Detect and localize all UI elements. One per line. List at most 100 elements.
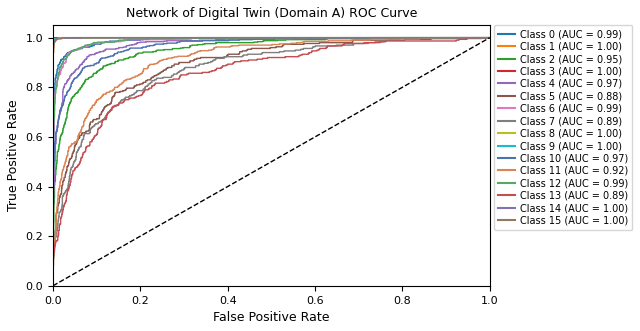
Class 8 (AUC = 1.00) (49, 167, 57, 171)
Class 2 (AUC = 0.95) (70, 94, 78, 98)
Class 15 (AUC = 1.00) (100, 36, 108, 40)
Class 14 (AUC = 1.00) (100, 36, 108, 40)
Line: Class 5 (AUC = 0.88): Class 5 (AUC = 0.88) (53, 38, 490, 286)
Class 10 (AUC = 0.97) (222, 39, 230, 43)
Class 3 (AUC = 1.00) (49, 284, 57, 288)
Class 8 (AUC = 1.00) (486, 36, 493, 40)
Class 6 (AUC = 0.99) (49, 284, 57, 288)
Line: Class 11 (AUC = 0.92): Class 11 (AUC = 0.92) (53, 38, 490, 286)
Class 5 (AUC = 0.88) (175, 61, 183, 65)
Class 1 (AUC = 1.00) (49, 167, 57, 171)
Legend: Class 0 (AUC = 0.99), Class 1 (AUC = 1.00), Class 2 (AUC = 0.95), Class 3 (AUC =: Class 0 (AUC = 0.99), Class 1 (AUC = 1.0… (494, 25, 632, 229)
Class 10 (AUC = 0.97) (49, 168, 57, 172)
Class 13 (AUC = 0.89) (178, 73, 186, 77)
Class 4 (AUC = 0.97) (365, 36, 373, 40)
Class 13 (AUC = 0.89) (259, 57, 266, 61)
Class 0 (AUC = 0.99) (486, 36, 493, 40)
Line: Class 4 (AUC = 0.97): Class 4 (AUC = 0.97) (53, 38, 490, 286)
Class 5 (AUC = 0.88) (186, 59, 194, 63)
Class 14 (AUC = 1.00) (49, 46, 57, 50)
Class 9 (AUC = 1.00) (49, 46, 57, 50)
Class 9 (AUC = 1.00) (486, 36, 493, 40)
Class 0 (AUC = 0.99) (221, 36, 229, 40)
Class 9 (AUC = 1.00) (49, 237, 57, 241)
Class 6 (AUC = 0.99) (486, 36, 493, 40)
Class 10 (AUC = 0.97) (49, 284, 57, 288)
Class 9 (AUC = 1.00) (49, 167, 57, 171)
Class 0 (AUC = 0.99) (49, 237, 57, 241)
Class 8 (AUC = 1.00) (49, 42, 57, 46)
Class 5 (AUC = 0.88) (49, 284, 57, 288)
Line: Class 9 (AUC = 1.00): Class 9 (AUC = 1.00) (53, 38, 490, 286)
Class 5 (AUC = 0.88) (170, 64, 178, 68)
Class 2 (AUC = 0.95) (373, 36, 381, 40)
X-axis label: False Positive Rate: False Positive Rate (213, 311, 330, 324)
Class 5 (AUC = 0.88) (486, 36, 493, 40)
Class 10 (AUC = 0.97) (108, 54, 116, 58)
Class 9 (AUC = 1.00) (64, 36, 72, 40)
Class 11 (AUC = 0.92) (335, 39, 343, 43)
Class 10 (AUC = 0.97) (49, 237, 57, 241)
Y-axis label: True Positive Rate: True Positive Rate (7, 100, 20, 211)
Class 5 (AUC = 0.88) (478, 36, 486, 40)
Class 15 (AUC = 1.00) (49, 284, 57, 288)
Line: Class 13 (AUC = 0.89): Class 13 (AUC = 0.89) (53, 38, 490, 286)
Class 8 (AUC = 1.00) (100, 36, 108, 40)
Class 14 (AUC = 1.00) (49, 42, 57, 46)
Class 2 (AUC = 0.95) (111, 61, 118, 65)
Class 2 (AUC = 0.95) (486, 36, 493, 40)
Class 15 (AUC = 1.00) (49, 167, 57, 171)
Class 11 (AUC = 0.92) (342, 39, 350, 43)
Class 15 (AUC = 1.00) (60, 36, 67, 40)
Class 14 (AUC = 1.00) (486, 36, 493, 40)
Class 11 (AUC = 0.92) (486, 36, 493, 40)
Class 2 (AUC = 0.95) (72, 92, 79, 96)
Class 12 (AUC = 0.99) (221, 36, 229, 40)
Class 12 (AUC = 0.99) (57, 64, 65, 68)
Class 13 (AUC = 0.89) (190, 71, 198, 75)
Class 15 (AUC = 1.00) (50, 43, 58, 47)
Class 13 (AUC = 0.89) (464, 36, 472, 40)
Class 6 (AUC = 0.99) (58, 66, 66, 70)
Class 15 (AUC = 1.00) (221, 36, 229, 40)
Class 12 (AUC = 0.99) (49, 284, 57, 288)
Class 7 (AUC = 0.89) (486, 36, 493, 40)
Class 7 (AUC = 0.89) (188, 66, 196, 70)
Class 14 (AUC = 1.00) (77, 36, 85, 40)
Class 12 (AUC = 0.99) (49, 167, 57, 171)
Line: Class 15 (AUC = 1.00): Class 15 (AUC = 1.00) (53, 38, 490, 286)
Class 1 (AUC = 1.00) (221, 36, 229, 40)
Class 1 (AUC = 1.00) (486, 36, 493, 40)
Class 12 (AUC = 0.99) (102, 40, 109, 44)
Class 9 (AUC = 1.00) (49, 284, 57, 288)
Class 1 (AUC = 1.00) (50, 43, 58, 47)
Class 11 (AUC = 0.92) (49, 284, 57, 288)
Class 15 (AUC = 1.00) (50, 47, 58, 51)
Class 10 (AUC = 0.97) (67, 82, 75, 86)
Class 12 (AUC = 0.99) (49, 237, 57, 241)
Class 0 (AUC = 0.99) (49, 284, 57, 288)
Class 10 (AUC = 0.97) (486, 36, 493, 40)
Class 7 (AUC = 0.89) (177, 69, 185, 73)
Line: Class 7 (AUC = 0.89): Class 7 (AUC = 0.89) (53, 38, 490, 286)
Class 3 (AUC = 1.00) (49, 237, 57, 241)
Class 14 (AUC = 1.00) (221, 36, 229, 40)
Class 8 (AUC = 1.00) (49, 284, 57, 288)
Class 7 (AUC = 0.89) (49, 284, 57, 288)
Class 3 (AUC = 1.00) (221, 36, 229, 40)
Class 1 (AUC = 1.00) (49, 284, 57, 288)
Class 9 (AUC = 1.00) (49, 42, 57, 46)
Class 15 (AUC = 1.00) (49, 237, 57, 241)
Class 2 (AUC = 0.95) (52, 173, 60, 177)
Class 0 (AUC = 0.99) (57, 59, 65, 63)
Line: Class 8 (AUC = 1.00): Class 8 (AUC = 1.00) (53, 38, 490, 286)
Class 4 (AUC = 0.97) (65, 77, 72, 81)
Class 1 (AUC = 1.00) (49, 47, 57, 51)
Class 15 (AUC = 1.00) (486, 36, 493, 40)
Line: Class 6 (AUC = 0.99): Class 6 (AUC = 0.99) (53, 38, 490, 286)
Class 0 (AUC = 0.99) (190, 36, 198, 40)
Class 14 (AUC = 1.00) (49, 237, 57, 241)
Class 4 (AUC = 0.97) (49, 238, 57, 242)
Class 8 (AUC = 1.00) (221, 36, 229, 40)
Class 1 (AUC = 1.00) (100, 36, 108, 40)
